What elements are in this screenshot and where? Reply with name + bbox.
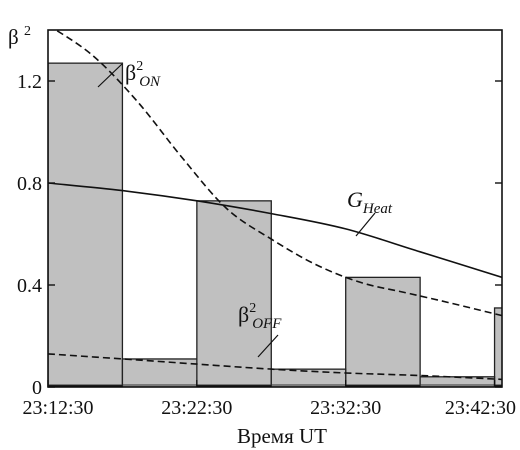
y-axis-label: β 2 [8, 24, 31, 49]
y-axis-label-base: β [8, 25, 19, 49]
ticks-layer: 0 0.4 0.8 1.2 23:12:30 23:22:30 23:32:30 23:42:… [17, 71, 516, 419]
curves-layer [48, 30, 502, 381]
y-tick-label-3: 1.2 [17, 71, 42, 93]
heating-marker-2 [196, 385, 272, 387]
annotation-g-heat-sub: Heat [362, 201, 393, 217]
heating-marker-3 [345, 385, 421, 387]
bar-on-4 [493, 307, 502, 387]
annotation-beta-on-base: β [125, 60, 136, 85]
annotation-g-heat: GHeat [347, 187, 393, 217]
x-tick-label-0: 23:12:30 [22, 397, 93, 419]
y-tick-label-1: 0.4 [17, 275, 42, 297]
y-tick-label-0: 0 [32, 377, 42, 399]
annotation-beta-on-sup: 2 [136, 59, 143, 74]
annotation-beta-off-base: β [238, 302, 249, 327]
curve-g-heat [48, 182, 502, 279]
y-axis-label-sup: 2 [24, 24, 31, 39]
y-tick-label-2: 0.8 [17, 173, 42, 195]
x-tick-label-1: 23:22:30 [161, 397, 232, 419]
annotation-beta-on-sub: ON [139, 74, 161, 90]
annotation-g-heat-base: G [347, 187, 363, 212]
heating-markers-layer [48, 384, 502, 387]
heating-marker-4 [494, 385, 502, 387]
annotation-beta-off-sub: OFF [252, 316, 282, 332]
plot-frame [47, 29, 503, 388]
x-tick-label-3: 23:42:30 [445, 397, 516, 419]
heating-marker-1 [48, 385, 123, 387]
x-tick-label-2: 23:32:30 [310, 397, 381, 419]
curve-beta-off [48, 353, 502, 381]
annotation-beta-on-leader [97, 63, 123, 88]
bar-on-3 [345, 276, 421, 387]
curve-beta-on [54, 30, 502, 317]
annotation-beta-on: β2 ON [125, 59, 161, 90]
x-axis-label: Время UT [237, 424, 327, 448]
annotation-beta-off-leader [257, 334, 279, 358]
bar-on-1 [48, 62, 124, 387]
annotation-g-heat-leader [355, 212, 376, 237]
bar-on-2 [196, 200, 272, 387]
bars-layer [48, 62, 502, 387]
annotation-beta-off-sup: 2 [249, 301, 256, 316]
annotation-beta-off: β2 OFF [238, 301, 282, 332]
